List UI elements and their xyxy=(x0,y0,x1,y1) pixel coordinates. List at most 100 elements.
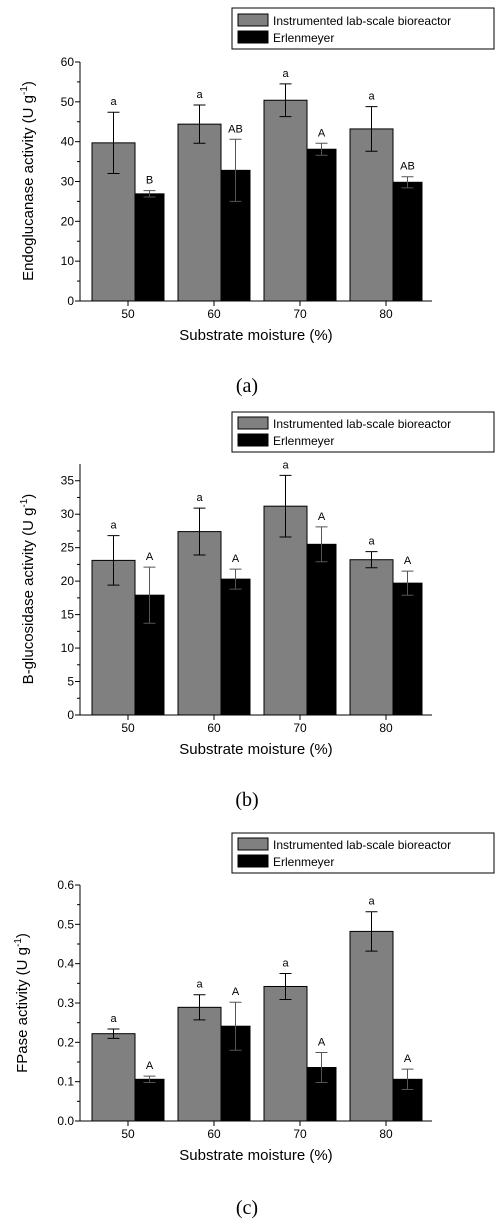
panel-c-y-tick-label-5: 0.5 xyxy=(57,917,74,931)
panel-a-error-bar-bioreactor-80 xyxy=(365,106,378,152)
panel-b-legend-swatch-bioreactor xyxy=(237,416,269,430)
panel-c-plot: a A a A a A a A 0.0 0.1 0.2 0.3 0.4 0.5 … xyxy=(13,878,432,1164)
panel-c-y-tick-label-2: 0.2 xyxy=(57,1035,74,1049)
panel-a-letter-bioreactor-60: a xyxy=(196,89,203,101)
panel-a-plot: a B a AB a A a AB 0 10 20 30 40 50 60 50… xyxy=(19,55,432,344)
panel-c-error-bar-bioreactor-80 xyxy=(365,911,378,952)
panel-a-y-tick-label-3: 30 xyxy=(61,175,75,189)
panel-c-x-tick-label-60: 60 xyxy=(207,1127,221,1141)
panel-c-error-bar-erlenmeyer-80 xyxy=(401,1068,414,1091)
panel-a-y-axis-title: Endoglucanase activity (U g-1) xyxy=(19,81,37,281)
panel-a-bar-erlenmeyer-50 xyxy=(134,193,165,302)
panel-b-letter-erlenmeyer-60: A xyxy=(232,553,240,565)
panel-a-error-bar-erlenmeyer-80 xyxy=(401,176,414,189)
panel-b-y-tick-label-4: 20 xyxy=(61,574,75,588)
panel-c-letter-erlenmeyer-60: A xyxy=(232,986,240,998)
panel-c-legend-label-erlenmeyer: Erlenmeyer xyxy=(273,855,334,869)
panel-b-error-bar-bioreactor-60 xyxy=(193,507,206,556)
panel-c-bar-bioreactor-50 xyxy=(91,1033,136,1122)
panel-c-error-bar-erlenmeyer-60 xyxy=(229,1001,242,1051)
panel-c-y-tick-label-1: 0.1 xyxy=(57,1075,74,1089)
panel-c-error-bar-erlenmeyer-50 xyxy=(143,1075,156,1083)
panel-a-x-tick-label-80: 80 xyxy=(379,307,393,321)
panel-b-x-tick-label-60: 60 xyxy=(207,721,221,735)
panel-a-x-tick-label-50: 50 xyxy=(121,307,135,321)
panel-a-x-axis-title: Substrate moisture (%) xyxy=(179,327,332,344)
panel-b-error-bar-erlenmeyer-50 xyxy=(143,566,156,624)
panel-c-y-tick-label-0: 0.0 xyxy=(57,1114,74,1128)
panel-c-error-bar-bioreactor-50 xyxy=(107,1028,120,1039)
panel-a-error-bar-bioreactor-70 xyxy=(279,83,292,118)
panel-b-x-ticks xyxy=(127,715,387,720)
panel-b-bar-bioreactor-60 xyxy=(177,531,222,716)
panel-c-letter-bioreactor-80: a xyxy=(368,896,375,908)
panel-a-legend-swatch-erlenmeyer xyxy=(237,30,269,44)
panel-b-legend-box xyxy=(231,411,495,453)
panel-a-y-axis-title-sup: -1 xyxy=(19,86,30,95)
panel-c-letter-bioreactor-60: a xyxy=(196,979,203,991)
panel-b-letter-erlenmeyer-70: A xyxy=(318,511,326,523)
panel-c-letter-erlenmeyer-70: A xyxy=(318,1037,326,1049)
panel-b-letter-erlenmeyer-50: A xyxy=(146,551,154,563)
panel-b-x-tick-label-50: 50 xyxy=(121,721,135,735)
panel-c-y-ticks xyxy=(75,884,80,1122)
panel-c-bar-bioreactor-60 xyxy=(177,1006,222,1122)
panel-b-x-tick-label-70: 70 xyxy=(293,721,307,735)
panel-b-y-ticks xyxy=(75,480,80,716)
panel-b-y-tick-label-7: 35 xyxy=(61,474,75,488)
panel-b-y-tick-label-6: 30 xyxy=(61,507,75,521)
panel-b: Instrumented lab-scale bioreactor Erlenm… xyxy=(19,411,495,811)
panel-c-legend-swatch-erlenmeyer xyxy=(237,854,269,868)
panel-c-legend-label-bioreactor: Instrumented lab-scale bioreactor xyxy=(273,838,451,852)
panel-b-legend-label-bioreactor: Instrumented lab-scale bioreactor xyxy=(273,417,451,431)
panel-a-legend-box xyxy=(231,7,495,50)
panel-a-error-bar-erlenmeyer-50 xyxy=(143,190,156,198)
panel-c-legend-box xyxy=(231,832,495,874)
panel-a-bar-bioreactor-80 xyxy=(349,128,394,302)
panel-a-legend: Instrumented lab-scale bioreactor Erlenm… xyxy=(231,7,495,50)
panel-b-legend: Instrumented lab-scale bioreactor Erlenm… xyxy=(231,411,495,453)
panel-c-error-bar-erlenmeyer-70 xyxy=(315,1052,328,1083)
panel-a-y-tick-label-5: 50 xyxy=(61,95,75,109)
panel-c-bar-erlenmeyer-50 xyxy=(134,1078,165,1122)
panel-c-bar-bioreactor-80 xyxy=(349,930,394,1122)
panel-a-letter-bioreactor-50: a xyxy=(110,96,117,108)
panel-b-error-bar-bioreactor-50 xyxy=(107,535,120,586)
panel-a-y-axis-title-close: ) xyxy=(20,81,37,86)
panel-b-error-bar-erlenmeyer-70 xyxy=(315,526,328,563)
panel-b-bar-bioreactor-80 xyxy=(349,559,394,716)
panel-c-y-axis-title-close: ) xyxy=(14,933,31,938)
panel-a-bar-bioreactor-70 xyxy=(263,99,308,302)
panel-a-bar-erlenmeyer-70 xyxy=(306,148,337,302)
panel-c-x-tick-label-70: 70 xyxy=(293,1127,307,1141)
panel-c-letter-erlenmeyer-80: A xyxy=(404,1053,412,1065)
panel-b-error-bar-bioreactor-70 xyxy=(279,474,292,538)
panel-b-y-axis-title-close: ) xyxy=(20,494,37,499)
panel-b-plot: a A a A a A a A 0 5 10 15 20 25 30 35 50… xyxy=(19,459,432,758)
panel-c-y-tick-label-4: 0.4 xyxy=(57,957,74,971)
panel-b-y-tick-label-0: 0 xyxy=(67,708,74,722)
panel-a-letter-bioreactor-70: a xyxy=(282,68,289,80)
panel-c-letter-bioreactor-70: a xyxy=(282,958,289,970)
panel-a-bar-erlenmeyer-80 xyxy=(392,181,423,302)
panel-a-error-bar-bioreactor-50 xyxy=(107,111,120,175)
panel-a-error-bar-bioreactor-60 xyxy=(193,104,206,144)
panel-c-legend-swatch-bioreactor xyxy=(237,837,269,851)
panel-a-y-axis-title-main: Endoglucanase activity (U g xyxy=(20,95,37,281)
panel-b-x-axis-title: Substrate moisture (%) xyxy=(179,741,332,758)
panel-a-bar-bioreactor-60 xyxy=(177,123,222,302)
panel-a-y-tick-label-6: 60 xyxy=(61,55,75,69)
panel-a-letter-erlenmeyer-60: AB xyxy=(228,123,243,135)
panel-b-x-tick-label-80: 80 xyxy=(379,721,393,735)
panel-a-x-tick-label-60: 60 xyxy=(207,307,221,321)
panel-b-bar-erlenmeyer-80 xyxy=(392,582,423,716)
panel-b-letter-erlenmeyer-80: A xyxy=(404,555,412,567)
panel-b-bar-bioreactor-70 xyxy=(263,505,308,716)
panel-a-error-bar-erlenmeyer-70 xyxy=(315,142,328,156)
panel-c-y-axis-title-sup: -1 xyxy=(13,938,24,947)
panel-a-letter-erlenmeyer-80: AB xyxy=(400,161,415,173)
panel-c-y-tick-label-6: 0.6 xyxy=(57,878,74,892)
panel-c-y-axis-title: FPase activity (U g-1) xyxy=(13,933,31,1073)
panel-a-y-ticks xyxy=(75,61,80,302)
panel-a-letter-erlenmeyer-70: A xyxy=(318,127,326,139)
